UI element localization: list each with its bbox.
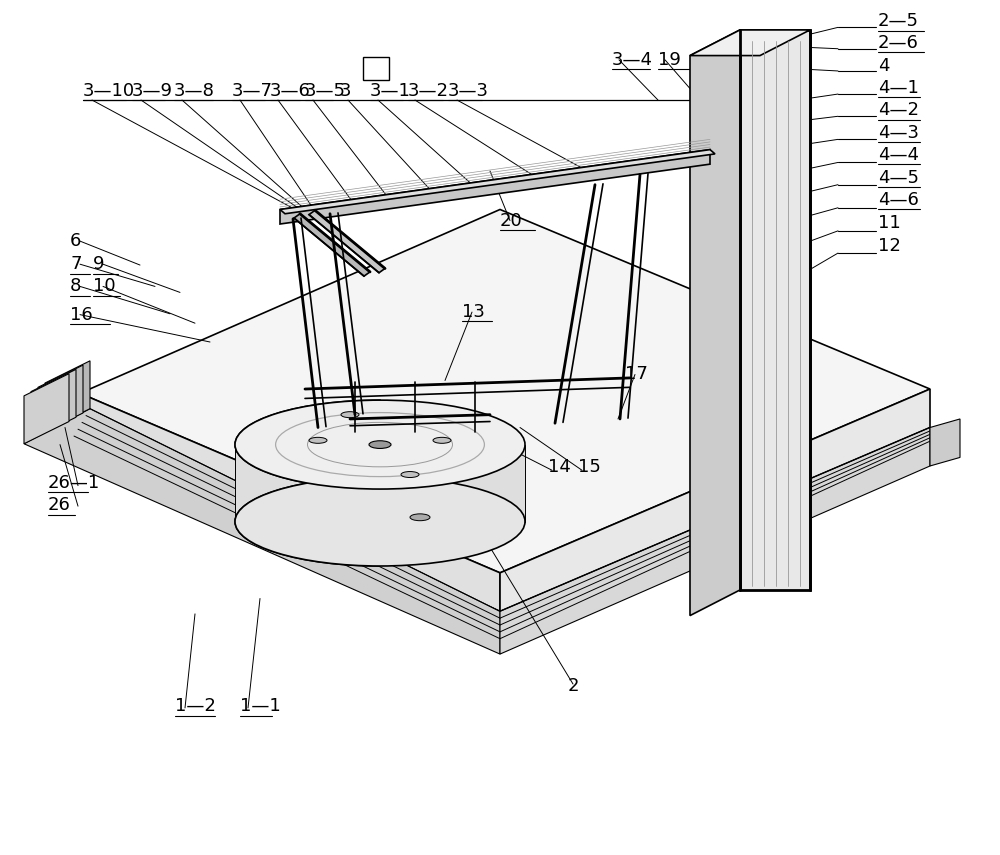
Text: 5: 5 (368, 59, 380, 78)
Polygon shape (309, 210, 385, 273)
Text: 3: 3 (340, 81, 352, 100)
Text: 2: 2 (568, 676, 580, 695)
Polygon shape (80, 393, 500, 611)
Polygon shape (690, 30, 810, 56)
Polygon shape (24, 374, 69, 444)
Ellipse shape (309, 438, 327, 443)
Polygon shape (235, 400, 380, 566)
Polygon shape (80, 209, 930, 573)
Text: 3—2: 3—2 (408, 81, 449, 100)
Text: 20: 20 (500, 211, 523, 230)
Text: 13: 13 (462, 303, 485, 321)
Polygon shape (740, 30, 810, 590)
Polygon shape (500, 428, 930, 654)
Text: 19: 19 (658, 50, 681, 69)
Polygon shape (235, 445, 525, 522)
FancyBboxPatch shape (363, 57, 389, 80)
Text: 26: 26 (48, 496, 71, 515)
Text: 4—1: 4—1 (878, 79, 919, 97)
Polygon shape (930, 419, 960, 466)
Text: 4—5: 4—5 (878, 168, 919, 187)
Ellipse shape (235, 400, 525, 489)
Text: 26—1: 26—1 (48, 474, 100, 492)
Polygon shape (31, 369, 76, 439)
Ellipse shape (341, 412, 359, 418)
Text: 2—6: 2—6 (878, 33, 919, 52)
Text: 4—6: 4—6 (878, 191, 919, 209)
Ellipse shape (410, 514, 430, 521)
Text: 3—9: 3—9 (132, 81, 173, 100)
Ellipse shape (433, 438, 451, 443)
Text: 8: 8 (70, 277, 81, 296)
Polygon shape (38, 365, 83, 435)
Polygon shape (45, 361, 90, 431)
Text: 3—6: 3—6 (270, 81, 311, 100)
Text: 14: 14 (548, 457, 571, 476)
Text: 9: 9 (93, 255, 104, 274)
Text: 15: 15 (578, 457, 601, 476)
Text: 4—4: 4—4 (878, 145, 919, 164)
Text: 16: 16 (70, 305, 93, 324)
Text: 10: 10 (93, 277, 116, 296)
Text: 3—1: 3—1 (370, 81, 411, 100)
Text: 1—1: 1—1 (240, 697, 281, 716)
Polygon shape (24, 409, 500, 654)
Text: 11: 11 (878, 214, 901, 233)
Text: 3—3: 3—3 (448, 81, 489, 100)
Text: 3—8: 3—8 (174, 81, 215, 100)
Text: 3—5: 3—5 (305, 81, 346, 100)
Polygon shape (280, 150, 710, 224)
Text: 3—10: 3—10 (83, 81, 135, 100)
Text: 4—2: 4—2 (878, 101, 919, 120)
Polygon shape (500, 389, 930, 611)
Ellipse shape (235, 477, 525, 566)
Ellipse shape (401, 472, 419, 477)
Text: 7: 7 (70, 255, 82, 274)
Text: 17: 17 (625, 365, 648, 384)
Text: 5: 5 (368, 59, 380, 78)
Ellipse shape (369, 441, 391, 449)
Text: 4: 4 (878, 56, 890, 75)
Text: 1—2: 1—2 (175, 697, 216, 716)
Polygon shape (280, 150, 715, 214)
Polygon shape (294, 214, 370, 276)
Text: 4—3: 4—3 (878, 123, 919, 142)
Text: 3—4: 3—4 (612, 50, 653, 69)
Text: 3—7: 3—7 (232, 81, 273, 100)
Text: 6: 6 (70, 232, 81, 251)
Text: 2—5: 2—5 (878, 12, 919, 31)
Text: 12: 12 (878, 237, 901, 256)
Polygon shape (690, 30, 740, 616)
